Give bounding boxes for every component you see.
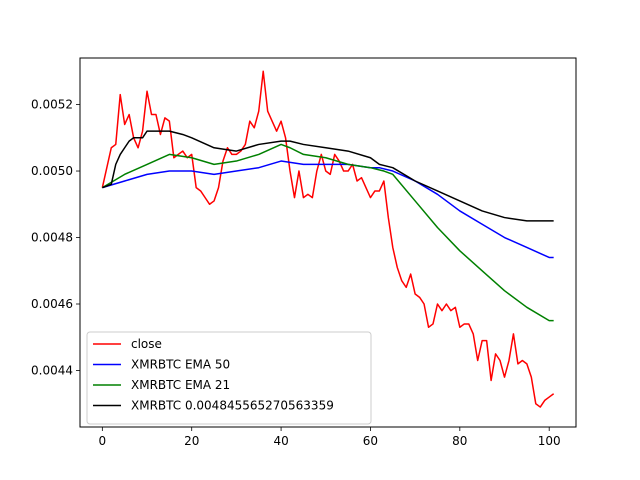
- x-tick-label: 60: [363, 434, 378, 448]
- series-line-1: [102, 160, 554, 259]
- series-line-0: [101, 70, 555, 408]
- y-tick-label: 0.0050: [31, 164, 73, 178]
- x-tick-label: 0: [99, 434, 107, 448]
- legend-box: [86, 331, 372, 425]
- series-line-3: [102, 130, 554, 222]
- y-tick-label: 0.0048: [31, 231, 73, 245]
- legend-label-3: XMRBTC 0.004845565270563359: [131, 399, 334, 413]
- y-tick-label: 0.0044: [31, 363, 73, 377]
- y-tick-label: 0.0052: [31, 98, 73, 112]
- x-tick-label: 40: [273, 434, 288, 448]
- legend-label-2: XMRBTC EMA 21: [131, 378, 230, 392]
- legend-label-1: XMRBTC EMA 50: [131, 358, 230, 372]
- series-layer: [101, 70, 555, 408]
- y-axis: 0.0044 0.0046 0.0048 0.0050 0.0052: [31, 98, 80, 377]
- legend-label-0: close: [131, 337, 162, 351]
- y-tick-label: 0.0046: [31, 297, 73, 311]
- series-line-2: [101, 143, 554, 322]
- x-tick-label: 100: [538, 434, 561, 448]
- x-tick-label: 80: [452, 434, 467, 448]
- x-axis: 0 20 40 60 80 100: [99, 427, 561, 448]
- legend: close XMRBTC EMA 50 XMRBTC EMA 21 XMRBTC 0.…: [86, 331, 372, 425]
- plot-frame: [79, 57, 577, 428]
- x-tick-label: 20: [184, 434, 199, 448]
